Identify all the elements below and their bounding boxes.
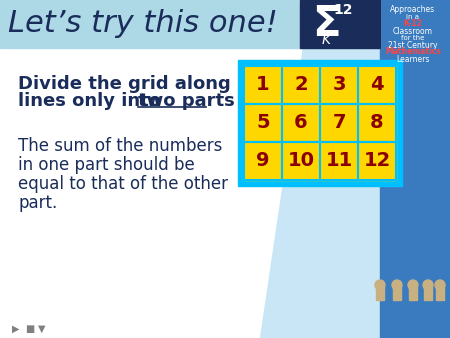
Bar	[244, 142, 282, 180]
Text: 8: 8	[370, 114, 384, 132]
Text: in a: in a	[406, 14, 419, 20]
Bar	[358, 142, 396, 180]
Text: 21st Century: 21st Century	[388, 41, 438, 49]
Bar	[358, 142, 396, 180]
Bar	[238, 60, 402, 186]
Bar	[282, 66, 320, 104]
Bar	[282, 104, 320, 142]
Bar	[282, 142, 320, 180]
Bar	[0, 0, 380, 48]
Text: ■: ■	[25, 324, 34, 334]
Bar	[320, 142, 358, 180]
Text: Let’s try this one!: Let’s try this one!	[8, 9, 278, 39]
Text: two parts: two parts	[138, 92, 235, 110]
Text: equal to that of the other: equal to that of the other	[18, 175, 228, 193]
Bar	[436, 287, 444, 300]
Bar	[358, 104, 396, 142]
Bar	[320, 104, 358, 142]
Bar	[244, 66, 282, 104]
Polygon shape	[300, 0, 380, 48]
Text: ▼: ▼	[38, 324, 45, 334]
Text: K-12: K-12	[404, 20, 423, 28]
Bar	[282, 142, 320, 180]
Text: lines only into: lines only into	[18, 92, 167, 110]
Bar	[320, 142, 358, 180]
Text: ▶: ▶	[12, 324, 19, 334]
Text: Classroom: Classroom	[393, 26, 433, 35]
Text: 12: 12	[333, 3, 353, 17]
Bar	[244, 104, 282, 142]
Text: part.: part.	[18, 194, 57, 212]
Text: 3: 3	[332, 75, 346, 95]
Text: 5: 5	[256, 114, 270, 132]
Text: Approaches: Approaches	[391, 5, 436, 15]
Bar	[320, 66, 358, 104]
Text: for the: for the	[401, 35, 425, 41]
Polygon shape	[380, 0, 450, 338]
Bar	[282, 104, 320, 142]
Bar	[424, 287, 432, 300]
Text: 4: 4	[370, 75, 384, 95]
Text: in one part should be: in one part should be	[18, 156, 195, 174]
Text: 2: 2	[294, 75, 308, 95]
Text: 12: 12	[364, 151, 391, 170]
Bar	[409, 287, 417, 300]
Text: 7: 7	[332, 114, 346, 132]
Text: The sum of the numbers: The sum of the numbers	[18, 137, 222, 155]
Text: Divide the grid along its: Divide the grid along its	[18, 75, 262, 93]
Bar	[244, 66, 282, 104]
Bar	[244, 142, 282, 180]
Bar	[320, 66, 358, 104]
Circle shape	[375, 280, 385, 290]
Circle shape	[392, 280, 402, 290]
Bar	[358, 66, 396, 104]
Bar	[320, 104, 358, 142]
Text: 11: 11	[325, 151, 353, 170]
Text: Σ: Σ	[312, 3, 340, 45]
Text: 10: 10	[288, 151, 315, 170]
Text: 9: 9	[256, 151, 270, 170]
Text: Mathematics: Mathematics	[385, 48, 441, 56]
Circle shape	[423, 280, 433, 290]
Text: Learners: Learners	[396, 54, 430, 64]
Text: 6: 6	[294, 114, 308, 132]
Bar	[358, 104, 396, 142]
Polygon shape	[260, 0, 450, 338]
Bar	[393, 287, 401, 300]
Circle shape	[435, 280, 445, 290]
Text: 1: 1	[256, 75, 270, 95]
Bar	[358, 66, 396, 104]
Circle shape	[408, 280, 418, 290]
Text: K: K	[321, 33, 331, 47]
Bar	[282, 66, 320, 104]
Bar	[244, 104, 282, 142]
Bar	[376, 287, 384, 300]
